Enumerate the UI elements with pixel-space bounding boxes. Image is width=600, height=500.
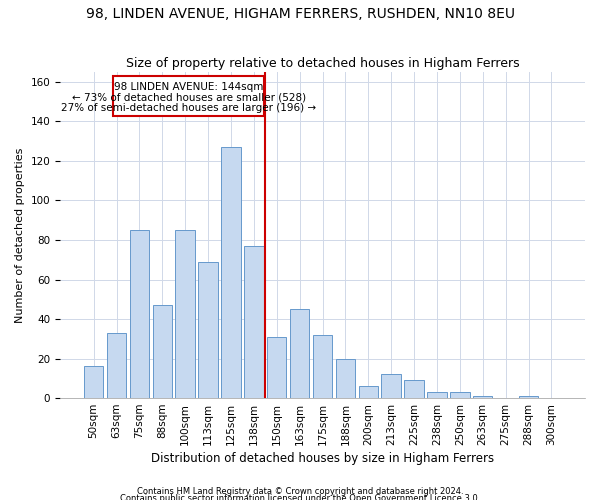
X-axis label: Distribution of detached houses by size in Higham Ferrers: Distribution of detached houses by size … [151, 452, 494, 465]
Text: 27% of semi-detached houses are larger (196) →: 27% of semi-detached houses are larger (… [61, 104, 316, 114]
Bar [450, 392, 470, 398]
Title: Size of property relative to detached houses in Higham Ferrers: Size of property relative to detached ho… [126, 56, 520, 70]
Bar [221, 147, 241, 398]
Bar [359, 386, 378, 398]
Y-axis label: Number of detached properties: Number of detached properties [15, 148, 25, 323]
Bar [107, 333, 126, 398]
Bar [290, 309, 310, 398]
Text: ← 73% of detached houses are smaller (528): ← 73% of detached houses are smaller (52… [71, 92, 305, 102]
Bar [175, 230, 195, 398]
Bar [335, 358, 355, 398]
Bar [130, 230, 149, 398]
Bar [84, 366, 103, 398]
Bar [152, 305, 172, 398]
Bar [313, 335, 332, 398]
Bar [267, 337, 286, 398]
Bar [244, 246, 263, 398]
Text: 98, LINDEN AVENUE, HIGHAM FERRERS, RUSHDEN, NN10 8EU: 98, LINDEN AVENUE, HIGHAM FERRERS, RUSHD… [86, 8, 515, 22]
Bar [382, 374, 401, 398]
Text: Contains public sector information licensed under the Open Government Licence 3.: Contains public sector information licen… [120, 494, 480, 500]
FancyBboxPatch shape [113, 76, 264, 116]
Bar [404, 380, 424, 398]
Text: 98 LINDEN AVENUE: 144sqm: 98 LINDEN AVENUE: 144sqm [114, 82, 263, 92]
Text: Contains HM Land Registry data © Crown copyright and database right 2024.: Contains HM Land Registry data © Crown c… [137, 487, 463, 496]
Bar [519, 396, 538, 398]
Bar [427, 392, 446, 398]
Bar [199, 262, 218, 398]
Bar [473, 396, 493, 398]
